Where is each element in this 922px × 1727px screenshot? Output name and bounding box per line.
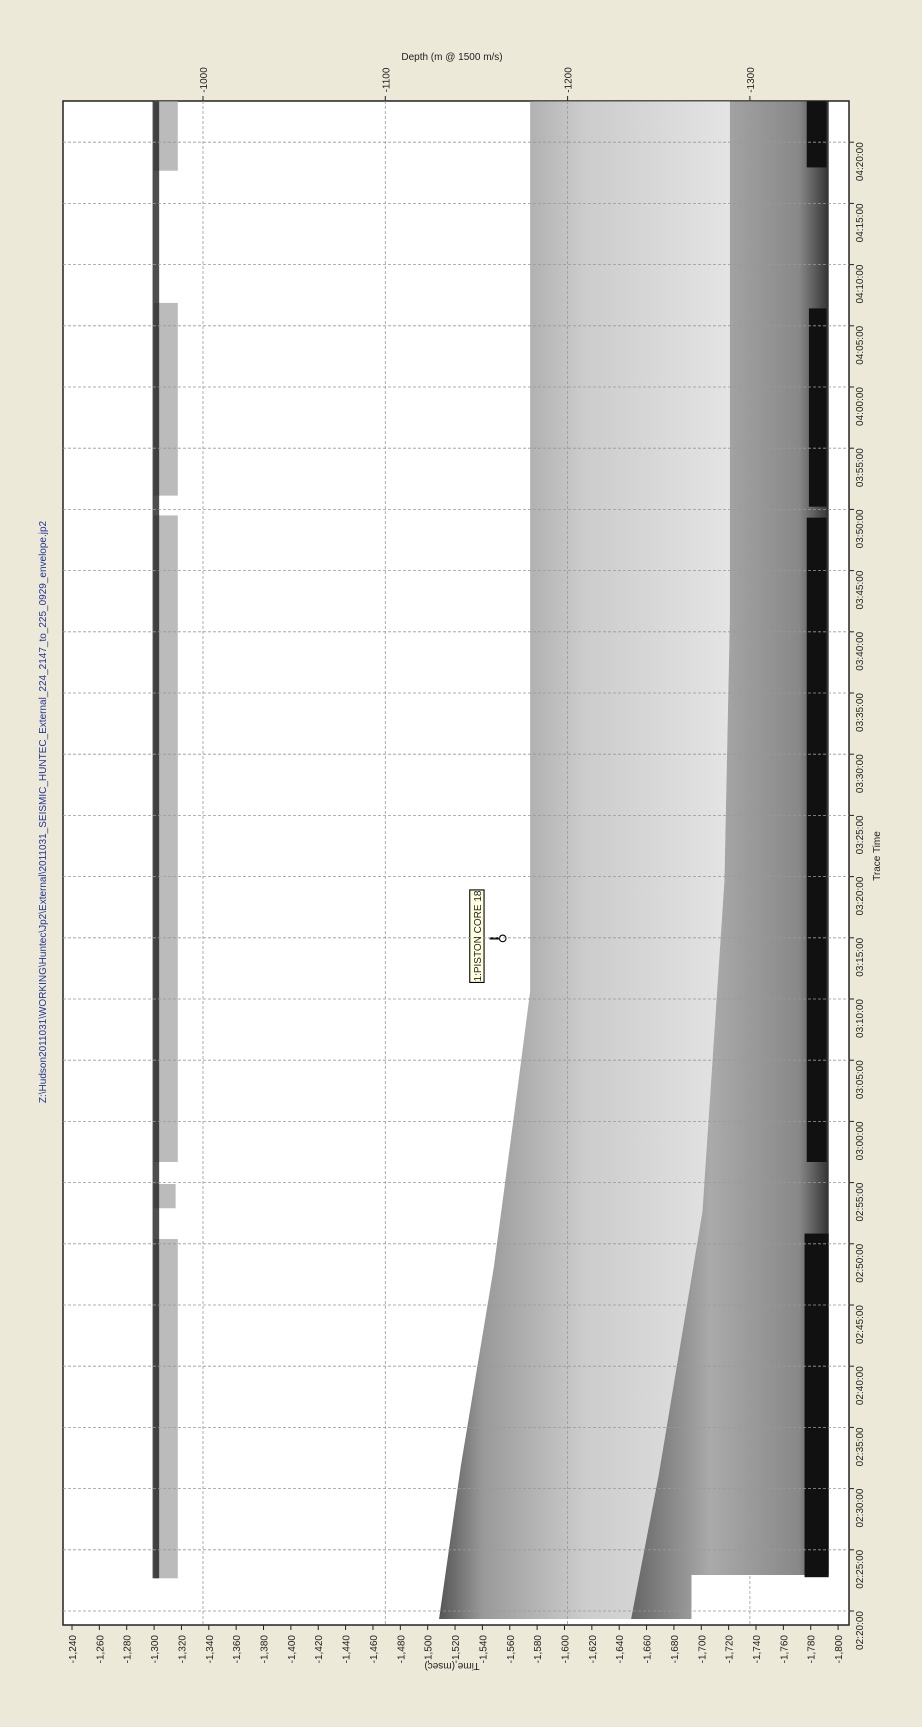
trace-tick-label: 03:50:00: [855, 509, 866, 548]
trace-tick-label: 04:00:00: [855, 387, 866, 426]
multiple-edge: [153, 101, 160, 1578]
screenshot: Z:\Hudson2011031\WORKING\Huntec\Jp2\Exte…: [0, 0, 922, 1727]
trace-tick-label: 02:50:00: [855, 1243, 866, 1282]
time-tick-label: -1,460: [369, 1635, 380, 1664]
time-tick-label: -1,420: [314, 1635, 325, 1664]
depth-tick-label: -1200: [564, 67, 575, 93]
trace-tick-label: 02:55:00: [855, 1182, 866, 1221]
depth-tick-label: -1000: [199, 67, 210, 93]
time-tick-label: -1,480: [396, 1635, 407, 1664]
time-tick-label: -1,680: [670, 1635, 681, 1664]
time-tick-label: -1,720: [725, 1635, 736, 1664]
time-tick-label: -1,500: [424, 1635, 435, 1664]
time-tick-label: -1,540: [478, 1635, 489, 1664]
depth-axis-label: Depth (m @ 1500 m/s): [401, 52, 502, 63]
time-tick-label: -1,240: [68, 1635, 79, 1664]
time-tick-label: -1,520: [451, 1635, 462, 1664]
trace-tick-label: 03:20:00: [855, 876, 866, 915]
file-title: Z:\Hudson2011031\WORKING\Huntec\Jp2\Exte…: [38, 520, 49, 1103]
trace-tick-label: 02:45:00: [855, 1305, 866, 1344]
trace-tick-label: 03:45:00: [855, 570, 866, 609]
time-tick-label: -1,320: [177, 1635, 188, 1664]
trace-tick-label: 03:10:00: [855, 999, 866, 1038]
trace-tick-label: 02:30:00: [855, 1488, 866, 1527]
time-tick-label: -1,780: [807, 1635, 818, 1664]
trace-tick-label: 04:15:00: [855, 203, 866, 242]
time-tick-label: -1,300: [150, 1635, 161, 1664]
reflector-dark: [807, 518, 827, 1162]
trace-tick-label: 03:00:00: [855, 1121, 866, 1160]
trace-tick-label: 02:40:00: [855, 1366, 866, 1405]
depth-tick-label: -1300: [746, 67, 757, 93]
core-marker: [499, 935, 506, 942]
time-tick-label: -1,620: [588, 1635, 599, 1664]
time-tick-label: -1,340: [205, 1635, 216, 1664]
trace-axis-label: Trace Time: [872, 831, 883, 881]
annotation: 1:PISTON CORE 18: [473, 890, 484, 981]
time-tick-label: -1,560: [506, 1635, 517, 1664]
time-tick-label: -1,260: [95, 1635, 106, 1664]
time-tick-label: -1,380: [260, 1635, 271, 1664]
time-tick-label: -1,360: [232, 1635, 243, 1664]
time-tick-label: -1,600: [560, 1635, 571, 1664]
trace-tick-label: 02:20:00: [855, 1611, 866, 1650]
time-tick-label: -1,280: [123, 1635, 134, 1664]
trace-tick-label: 03:05:00: [855, 1060, 866, 1099]
time-tick-label: -1,660: [643, 1635, 654, 1664]
trace-tick-label: 03:35:00: [855, 693, 866, 732]
trace-tick-label: 04:05:00: [855, 325, 866, 364]
trace-tick-label: 03:15:00: [855, 937, 866, 976]
time-tick-label: -1,740: [752, 1635, 763, 1664]
time-tick-label: -1,640: [615, 1635, 626, 1664]
reflector-dark: [809, 308, 827, 506]
trace-tick-label: 03:40:00: [855, 631, 866, 670]
time-tick-label: -1,700: [697, 1635, 708, 1664]
time-tick-label: -1,580: [533, 1635, 544, 1664]
trace-tick-label: 03:30:00: [855, 754, 866, 793]
depth-tick-label: -1100: [381, 67, 392, 92]
trace-tick-label: 02:25:00: [855, 1549, 866, 1588]
trace-tick-label: 04:20:00: [855, 142, 866, 181]
reflector-dark: [807, 101, 827, 167]
time-tick-label: -1,440: [342, 1635, 353, 1664]
time-tick-label: -1,400: [287, 1635, 298, 1664]
trace-tick-label: 04:10:00: [855, 264, 866, 303]
time-tick-label: -1,800: [834, 1635, 845, 1664]
time-tick-label: -1,760: [779, 1635, 790, 1664]
trace-tick-label: 02:35:00: [855, 1427, 866, 1466]
reflector-dark: [805, 1234, 829, 1578]
trace-tick-label: 03:55:00: [855, 448, 866, 487]
trace-tick-label: 03:25:00: [855, 815, 866, 854]
